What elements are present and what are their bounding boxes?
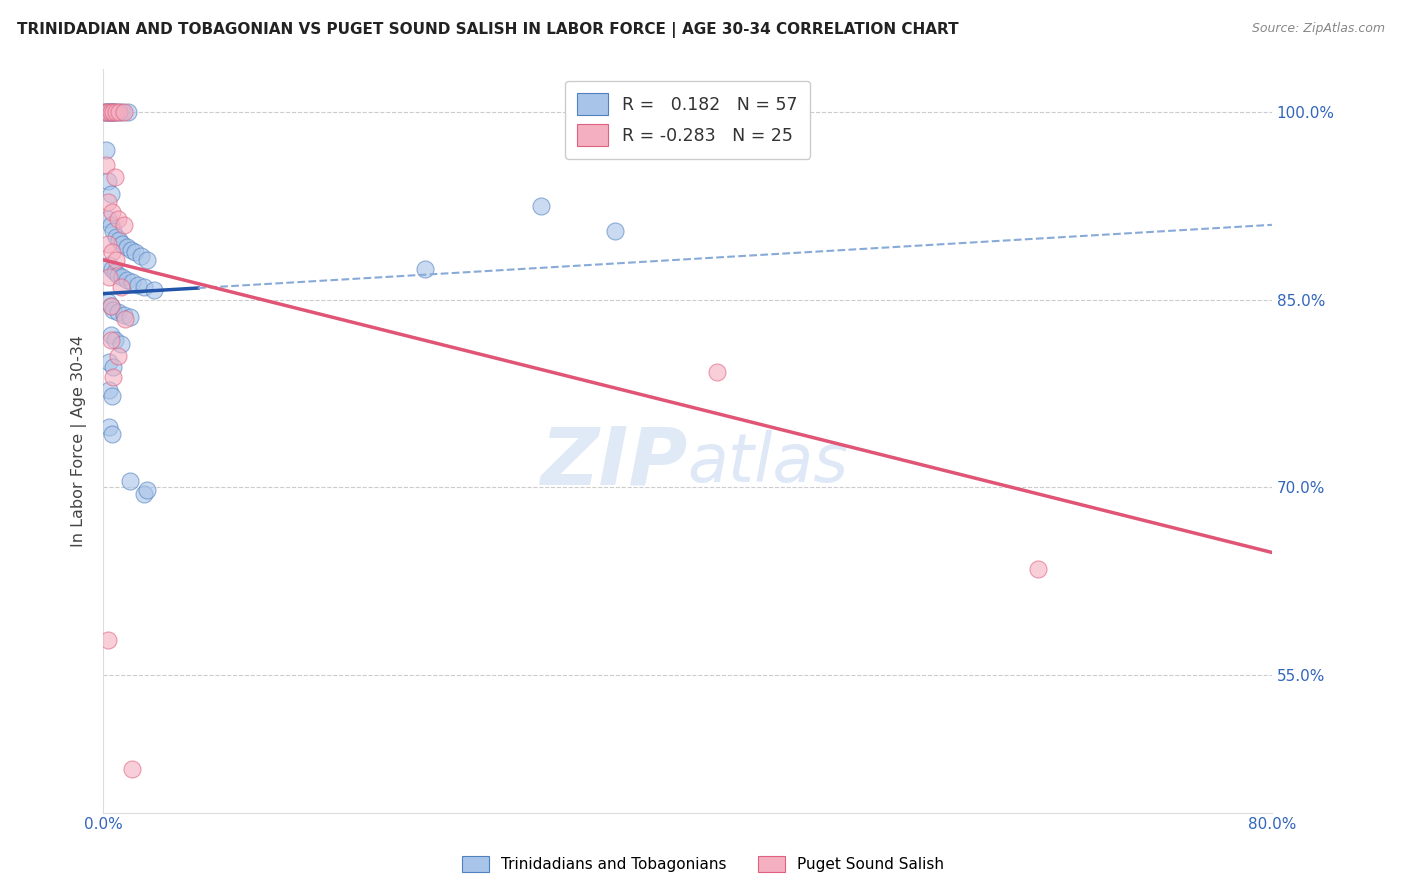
Point <box>104 333 127 347</box>
Point <box>107 105 129 120</box>
Point <box>101 389 124 403</box>
Point <box>129 249 152 263</box>
Point <box>94 105 117 120</box>
Text: TRINIDADIAN AND TOBAGONIAN VS PUGET SOUND SALISH IN LABOR FORCE | AGE 30-34 CORR: TRINIDADIAN AND TOBAGONIAN VS PUGET SOUN… <box>17 22 959 38</box>
Point <box>104 170 127 185</box>
Point <box>101 261 124 276</box>
Point <box>107 305 129 319</box>
Point <box>97 295 120 310</box>
Point <box>103 224 125 238</box>
Point <box>110 336 132 351</box>
Point <box>100 327 122 342</box>
Point <box>98 355 121 369</box>
Point <box>127 277 149 292</box>
Point <box>97 105 120 120</box>
Point <box>706 365 728 379</box>
Point <box>103 302 125 317</box>
Point <box>93 105 115 120</box>
Point <box>1026 562 1049 576</box>
Point <box>136 483 159 497</box>
Point <box>111 270 134 285</box>
Point <box>134 486 156 500</box>
Point <box>101 205 124 219</box>
Point <box>97 632 120 647</box>
Point <box>104 265 127 279</box>
Point <box>97 105 120 120</box>
Point <box>94 143 117 157</box>
Point <box>101 105 124 120</box>
Point <box>100 333 122 347</box>
Point <box>100 105 122 120</box>
Point <box>124 245 146 260</box>
Point <box>97 211 120 226</box>
Point <box>103 360 125 375</box>
Point <box>413 261 436 276</box>
Point <box>93 105 115 120</box>
Point <box>108 105 131 120</box>
Y-axis label: In Labor Force | Age 30-34: In Labor Force | Age 30-34 <box>72 334 87 547</box>
Point <box>112 218 135 232</box>
Point <box>97 195 120 210</box>
Point <box>98 383 121 397</box>
Point <box>134 280 156 294</box>
Point <box>115 240 138 254</box>
Point <box>94 158 117 172</box>
Point <box>108 233 131 247</box>
Point <box>143 283 166 297</box>
Point <box>100 218 122 232</box>
Point <box>107 268 129 282</box>
Point <box>101 426 124 441</box>
Point <box>117 105 139 120</box>
Point <box>118 310 141 325</box>
Legend: Trinidadians and Tobagonians, Puget Sound Salish: Trinidadians and Tobagonians, Puget Soun… <box>454 848 952 880</box>
Point <box>120 243 142 257</box>
Point <box>121 276 143 290</box>
Point <box>98 420 121 434</box>
Text: atlas: atlas <box>688 430 849 496</box>
Point <box>100 186 122 201</box>
Point <box>121 762 143 776</box>
Point <box>103 105 125 120</box>
Point <box>105 230 128 244</box>
Point <box>103 370 125 384</box>
Point <box>112 308 135 322</box>
Point <box>110 280 132 294</box>
Text: Source: ZipAtlas.com: Source: ZipAtlas.com <box>1251 22 1385 36</box>
Point <box>107 349 129 363</box>
Point <box>136 252 159 267</box>
Point <box>98 258 121 272</box>
Point <box>111 105 134 120</box>
Point <box>98 270 121 285</box>
Point <box>100 299 122 313</box>
Point <box>97 236 120 251</box>
Point <box>98 105 121 120</box>
Point <box>530 199 553 213</box>
Point <box>118 474 141 488</box>
Point <box>107 211 129 226</box>
Point <box>112 105 135 120</box>
Point <box>103 105 125 120</box>
Point <box>105 105 128 120</box>
Point <box>101 245 124 260</box>
Point <box>111 236 134 251</box>
Point <box>100 105 122 120</box>
Point <box>115 273 138 287</box>
Legend: R =   0.182   N = 57, R = -0.283   N = 25: R = 0.182 N = 57, R = -0.283 N = 25 <box>565 81 810 159</box>
Point <box>114 311 136 326</box>
Text: ZIP: ZIP <box>540 424 688 502</box>
Point <box>105 252 128 267</box>
Point <box>603 224 626 238</box>
Point <box>97 174 120 188</box>
Point <box>100 299 122 313</box>
Point <box>104 105 127 120</box>
